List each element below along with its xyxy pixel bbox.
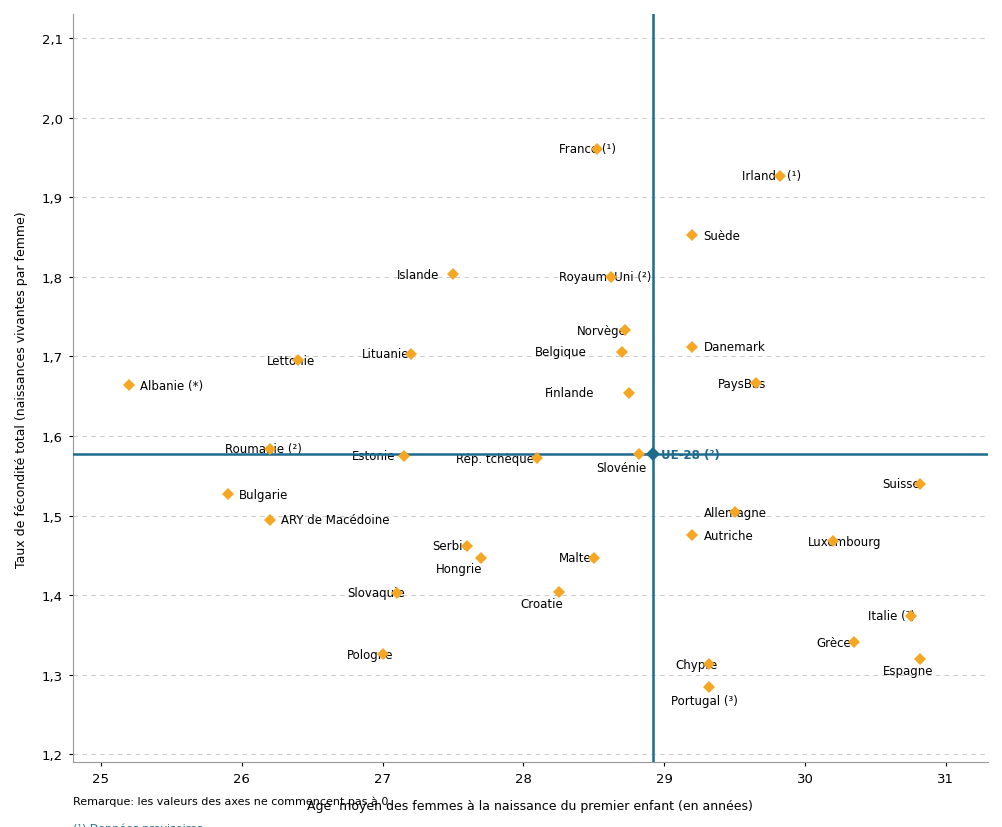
Y-axis label: Taux de fécondité total (naissances vivantes par femme): Taux de fécondité total (naissances viva…	[15, 211, 28, 566]
Text: Norvège: Norvège	[576, 324, 626, 337]
Text: Croatie: Croatie	[520, 597, 563, 610]
Text: Estonie: Estonie	[351, 450, 395, 463]
X-axis label: Age  moyen des femmes à la naissance du premier enfant (en années): Age moyen des femmes à la naissance du p…	[308, 799, 753, 812]
Text: Lettonie: Lettonie	[267, 355, 315, 367]
Text: (¹) Données provisoires.: (¹) Données provisoires.	[73, 823, 205, 827]
Text: Serbie: Serbie	[432, 540, 469, 552]
Text: Irlande (¹): Irlande (¹)	[740, 170, 800, 183]
Text: Chypre: Chypre	[674, 658, 717, 672]
Text: RoyaumeUni (²): RoyaumeUni (²)	[558, 271, 650, 284]
Text: Hongrie: Hongrie	[436, 562, 482, 576]
Text: ARY de Macédoine: ARY de Macédoine	[281, 514, 389, 527]
Text: Bulgarie: Bulgarie	[238, 488, 288, 501]
Text: Belgique: Belgique	[534, 346, 586, 359]
Text: Italie (²): Italie (²)	[868, 609, 915, 623]
Text: France (¹): France (¹)	[558, 143, 615, 155]
Text: Islande: Islande	[396, 269, 439, 281]
Text: Slovénie: Slovénie	[596, 461, 646, 474]
Text: PaysBas: PaysBas	[716, 377, 766, 390]
Text: Finlande: Finlande	[544, 387, 593, 400]
Text: Malte: Malte	[558, 552, 591, 565]
Text: Roumanie (²): Roumanie (²)	[224, 442, 302, 456]
Text: Danemark: Danemark	[702, 341, 765, 354]
Text: UE-28 (²): UE-28 (²)	[660, 448, 719, 461]
Text: Autriche: Autriche	[702, 529, 753, 543]
Text: Pologne: Pologne	[347, 648, 394, 661]
Text: Albanie (*): Albanie (*)	[140, 379, 203, 392]
Text: Grèce: Grèce	[816, 636, 850, 649]
Text: Suède: Suède	[702, 230, 739, 242]
Text: Suisse: Suisse	[882, 478, 919, 490]
Text: Espagne: Espagne	[882, 664, 932, 676]
Text: Luxembourg: Luxembourg	[807, 535, 881, 548]
Text: Slovaquie: Slovaquie	[347, 586, 405, 600]
Text: Rép. tchèque: Rép. tchèque	[455, 452, 533, 466]
Text: Allemagne: Allemagne	[702, 506, 766, 519]
Text: Lituanie: Lituanie	[361, 348, 409, 361]
Text: Remarque: les valeurs des axes ne commencent pas à 0.: Remarque: les valeurs des axes ne commen…	[73, 796, 392, 806]
Text: Portugal (³): Portugal (³)	[670, 694, 737, 707]
